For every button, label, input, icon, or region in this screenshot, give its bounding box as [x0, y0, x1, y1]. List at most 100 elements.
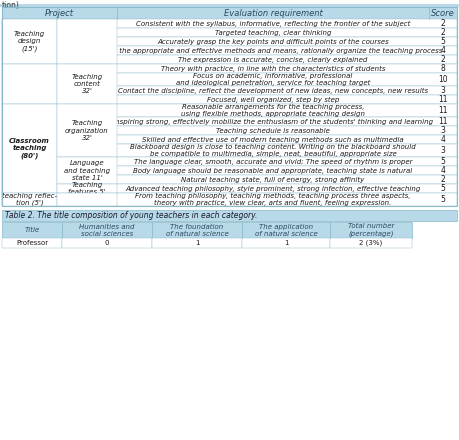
Text: Focus on academic, informative, professional
and ideological penetration, servic: Focus on academic, informative, professi…	[176, 73, 370, 86]
Text: 3: 3	[441, 146, 445, 155]
Text: Theory with practice, in line with the characteristics of students: Theory with practice, in line with the c…	[161, 66, 385, 72]
Bar	[2, 184, 457, 193]
Text: Advanced teaching philosophy, style prominent, strong infection, effective teach: Advanced teaching philosophy, style prom…	[125, 185, 421, 191]
Bar	[2, 19, 57, 64]
Bar	[152, 222, 242, 238]
Text: 11: 11	[438, 117, 448, 126]
Text: 3: 3	[441, 86, 445, 95]
Text: Teaching
organization
32': Teaching organization 32'	[65, 121, 109, 140]
Bar	[2, 104, 457, 117]
Bar	[2, 28, 457, 37]
Bar	[2, 64, 457, 73]
Bar	[2, 193, 457, 206]
Text: Teaching
features 5': Teaching features 5'	[68, 182, 106, 195]
Text: Evaluation requirement: Evaluation requirement	[224, 8, 322, 18]
Text: 3: 3	[441, 126, 445, 135]
Text: 5: 5	[441, 37, 445, 46]
Bar	[2, 210, 457, 221]
Text: Natural teaching state, full of energy, strong affinity: Natural teaching state, full of energy, …	[181, 176, 364, 183]
Text: 11: 11	[438, 95, 448, 104]
Text: Focused, well organized, step by step: Focused, well organized, step by step	[207, 96, 339, 103]
Text: 4: 4	[441, 135, 445, 144]
Text: Teaching
design
(15'): Teaching design (15')	[14, 31, 45, 52]
Text: Title: Title	[24, 227, 39, 233]
Text: 1: 1	[284, 240, 288, 246]
Text: 11: 11	[438, 106, 448, 115]
Bar	[2, 222, 62, 238]
Bar	[57, 104, 117, 157]
Text: 2: 2	[441, 28, 445, 37]
Text: 2 (3%): 2 (3%)	[359, 240, 383, 246]
Text: teaching reflec-
tion (5'): teaching reflec- tion (5')	[2, 193, 57, 206]
Bar	[2, 104, 57, 193]
Bar	[2, 144, 457, 157]
Text: Table 2. The title composition of young teachers in each category.: Table 2. The title composition of young …	[5, 211, 257, 220]
Text: Teaching
content
32': Teaching content 32'	[72, 74, 103, 94]
Bar	[57, 157, 117, 184]
Text: 2: 2	[441, 19, 445, 28]
Bar	[0, 4, 459, 7]
Bar	[2, 166, 457, 175]
Bar	[62, 222, 152, 238]
Bar	[2, 117, 457, 126]
Text: 1: 1	[195, 240, 199, 246]
Text: Targeted teaching, clear thinking: Targeted teaching, clear thinking	[215, 29, 331, 36]
Text: 5: 5	[441, 195, 445, 204]
Bar	[57, 193, 117, 206]
Bar	[62, 238, 152, 248]
Text: The foundation
of natural science: The foundation of natural science	[166, 224, 229, 237]
Text: Score: Score	[431, 8, 455, 18]
Text: Humanities and
social sciences: Humanities and social sciences	[79, 224, 135, 237]
Bar	[2, 64, 57, 104]
Bar	[2, 126, 457, 135]
Text: Teaching schedule is reasonable: Teaching schedule is reasonable	[216, 128, 330, 133]
Bar	[2, 7, 457, 206]
Text: 2: 2	[441, 55, 445, 64]
Text: The expression is accurate, concise, clearly explained: The expression is accurate, concise, cle…	[178, 56, 368, 62]
Bar	[2, 86, 457, 95]
Text: Inspiring strong, effectively mobilize the enthusiasm of the students' thinking : Inspiring strong, effectively mobilize t…	[113, 118, 433, 125]
Bar	[2, 135, 457, 144]
Text: Consistent with the syllabus, informative, reflecting the frontier of the subjec: Consistent with the syllabus, informativ…	[136, 20, 410, 26]
Text: 8: 8	[441, 64, 445, 73]
Text: 10: 10	[438, 75, 448, 84]
Text: 4: 4	[441, 46, 445, 55]
Text: Project: Project	[45, 8, 74, 18]
Bar	[2, 73, 457, 86]
Text: 4: 4	[441, 166, 445, 175]
Text: 2: 2	[441, 175, 445, 184]
Text: tion).: tion).	[2, 1, 22, 10]
Bar	[242, 222, 330, 238]
Text: Skilled and effective use of modern teaching methods such as multimedia: Skilled and effective use of modern teac…	[142, 136, 404, 143]
Text: 5: 5	[441, 157, 445, 166]
Bar	[2, 193, 57, 206]
Text: The application
of natural science: The application of natural science	[255, 224, 317, 237]
Bar	[2, 157, 457, 166]
Text: Reasonable arrangements for the teaching process,
using flexible methods, approp: Reasonable arrangements for the teaching…	[181, 104, 365, 117]
Bar	[57, 19, 117, 64]
Bar	[330, 238, 412, 248]
Bar	[2, 7, 457, 19]
Bar	[2, 238, 62, 248]
Text: Total number
(percentage): Total number (percentage)	[348, 223, 394, 237]
Bar	[2, 46, 457, 55]
Text: The language clear, smooth, accurate and vivid; The speed of rhythm is proper: The language clear, smooth, accurate and…	[134, 158, 412, 165]
Bar	[2, 95, 457, 104]
Bar	[2, 37, 457, 46]
Text: 0: 0	[105, 240, 109, 246]
Bar	[242, 238, 330, 248]
Text: Classroom
teaching
(80'): Classroom teaching (80')	[9, 138, 50, 159]
Bar	[2, 19, 457, 28]
Text: Professor: Professor	[16, 240, 48, 246]
Text: Language
and teaching
state 11': Language and teaching state 11'	[64, 161, 110, 180]
Text: 5: 5	[441, 184, 445, 193]
Text: From teaching philosophy, teaching methods, teaching process three aspects,
theo: From teaching philosophy, teaching metho…	[135, 193, 411, 206]
Text: Accurately grasp the key points and difficult points of the courses: Accurately grasp the key points and diff…	[157, 38, 389, 44]
Text: Body language should be reasonable and appropriate, teaching state is natural: Body language should be reasonable and a…	[134, 168, 413, 173]
Text: Contact the discipline, reflect the development of new ideas, new concepts, new : Contact the discipline, reflect the deve…	[118, 88, 428, 94]
Text: Blackboard design is close to teaching content. Writing on the blackboard should: Blackboard design is close to teaching c…	[130, 144, 416, 157]
Bar	[330, 222, 412, 238]
Bar	[152, 238, 242, 248]
Bar	[57, 64, 117, 104]
Bar	[57, 184, 117, 193]
